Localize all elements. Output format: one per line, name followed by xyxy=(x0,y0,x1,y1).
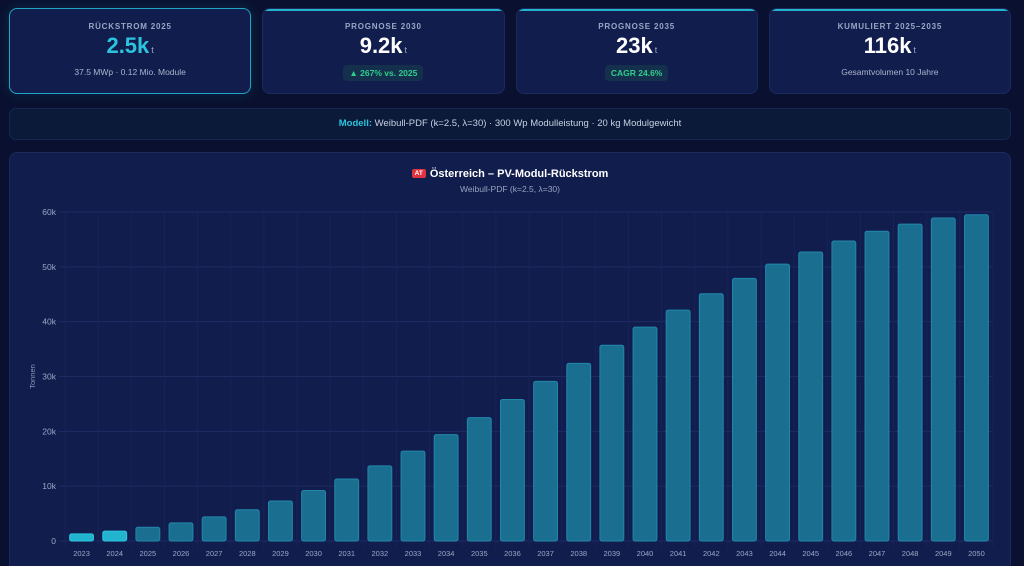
x-tick-label: 2023 xyxy=(73,549,90,558)
bar-2034 xyxy=(433,434,459,542)
kpi-growth-badge: ▲ 267% vs. 2025 xyxy=(343,65,424,81)
kpi-number: 116k xyxy=(863,33,912,58)
bar-2028 xyxy=(234,509,260,542)
x-tick-label: 2034 xyxy=(438,549,455,558)
x-tick-label: 2025 xyxy=(140,549,157,558)
x-tick-label: 2046 xyxy=(836,549,853,558)
x-tick-label: 2029 xyxy=(272,549,289,558)
kpi-row: RÜCKSTROM 2025 2.5k t 37.5 MWp · 0.12 Mio… xyxy=(9,8,1011,94)
bar-2033 xyxy=(400,450,426,542)
bar-2041 xyxy=(665,309,691,542)
bar-2027 xyxy=(201,516,227,542)
bar-2036 xyxy=(499,399,525,542)
x-tick-label: 2040 xyxy=(637,549,654,558)
bar-2038 xyxy=(566,362,592,542)
bar-2039 xyxy=(599,344,625,542)
x-tick-label: 2026 xyxy=(173,549,190,558)
x-tick-label: 2047 xyxy=(869,549,886,558)
bar-2023 xyxy=(69,533,95,542)
bar-2026 xyxy=(168,522,194,542)
y-axis-label: Tonnen xyxy=(28,364,37,389)
y-tick-label: 50k xyxy=(42,262,56,272)
x-tick-label: 2035 xyxy=(471,549,488,558)
bar-2042 xyxy=(698,293,724,542)
kpi-unit: t xyxy=(151,45,154,55)
kpi-label: KUMULIERT 2025–2035 xyxy=(837,22,943,31)
kpi-number: 2.5k xyxy=(106,33,150,58)
x-tick-label: 2031 xyxy=(338,549,355,558)
bar-2050 xyxy=(963,214,989,542)
chart-card: AT Österreich – PV-Modul-Rückstrom Weibul… xyxy=(9,152,1011,566)
y-tick-label: 20k xyxy=(42,426,56,436)
kpi-unit: t xyxy=(913,45,916,55)
x-tick-label: 2030 xyxy=(305,549,322,558)
bar-2046 xyxy=(831,240,857,542)
y-tick-label: 10k xyxy=(42,481,56,491)
model-key: Modell: xyxy=(338,118,372,129)
bar-2049 xyxy=(930,217,956,542)
kpi-card-rueckstrom-2025[interactable]: RÜCKSTROM 2025 2.5k t 37.5 MWp · 0.12 Mio… xyxy=(9,8,252,94)
bar-2044 xyxy=(765,263,791,542)
x-tick-label: 2044 xyxy=(769,549,786,558)
kpi-unit: t xyxy=(404,45,408,55)
kpi-card-prognose-2035[interactable]: PROGNOSE 2035 23k t CAGR 24.6% xyxy=(515,8,758,94)
x-tick-label: 2045 xyxy=(802,549,819,558)
kpi-label: RÜCKSTROM 2025 xyxy=(88,22,172,31)
bar-2048 xyxy=(897,223,923,542)
bar-2029 xyxy=(267,500,293,542)
x-tick-label: 2042 xyxy=(703,549,720,558)
kpi-value: 116k t xyxy=(770,34,1010,62)
kpi-value: 23k t xyxy=(517,34,757,62)
bar-2043 xyxy=(731,277,757,542)
kpi-label: PROGNOSE 2035 xyxy=(598,22,675,31)
x-tick-label: 2032 xyxy=(372,549,389,558)
x-tick-label: 2037 xyxy=(537,549,554,558)
y-tick-label: 30k xyxy=(42,372,56,382)
model-info-bar: Modell: Weibull-PDF (k=2.5, λ=30) · 300 … xyxy=(9,108,1011,140)
kpi-value: 9.2k t xyxy=(263,34,503,62)
bar-2035 xyxy=(466,417,492,542)
kpi-cagr-badge: CAGR 24.6% xyxy=(604,65,669,81)
chart-subtitle: Weibull-PDF (k=2.5, λ=30) xyxy=(460,184,560,194)
x-tick-label: 2048 xyxy=(902,549,919,558)
kpi-unit: t xyxy=(654,45,658,55)
kpi-number: 9.2k xyxy=(359,33,403,58)
model-description: Weibull-PDF (k=2.5, λ=30) · 300 Wp Modul… xyxy=(372,118,682,129)
bar-2047 xyxy=(864,230,890,542)
x-tick-label: 2043 xyxy=(736,549,753,558)
kpi-subtext: Gesamtvolumen 10 Jahre xyxy=(841,67,939,77)
bar-2037 xyxy=(533,380,559,542)
austria-flag-icon: AT xyxy=(411,169,426,178)
y-tick-label: 60k xyxy=(42,207,56,217)
x-tick-label: 2028 xyxy=(239,549,256,558)
chart-title-text: Österreich – PV-Modul-Rückstrom xyxy=(429,168,609,180)
kpi-card-prognose-2030[interactable]: PROGNOSE 2030 9.2k t ▲ 267% vs. 2025 xyxy=(262,8,505,94)
bar-2031 xyxy=(334,478,360,542)
y-tick-label: 0 xyxy=(51,536,56,546)
kpi-value: 2.5k t xyxy=(10,34,250,62)
x-tick-label: 2036 xyxy=(504,549,521,558)
bar-2040 xyxy=(632,326,658,542)
x-tick-label: 2041 xyxy=(670,549,687,558)
kpi-subtext: 37.5 MWp · 0.12 Mio. Module xyxy=(74,67,186,77)
bar-2030 xyxy=(301,490,327,542)
bar-2025 xyxy=(135,526,161,542)
bar-2032 xyxy=(367,465,393,542)
kpi-label: PROGNOSE 2030 xyxy=(345,22,422,31)
chart-title: AT Österreich – PV-Modul-Rückstrom xyxy=(10,168,1010,180)
bar-2024 xyxy=(102,530,128,542)
x-tick-label: 2024 xyxy=(106,549,123,558)
x-tick-label: 2049 xyxy=(935,549,952,558)
x-tick-label: 2033 xyxy=(405,549,422,558)
x-tick-label: 2050 xyxy=(968,549,985,558)
bar-chart: 0 10k 20k 30k 40k 50k 60k Tonnen 2023 2024 2025 202… xyxy=(28,207,994,558)
x-tick-label: 2039 xyxy=(604,549,621,558)
x-tick-label: 2038 xyxy=(570,549,587,558)
kpi-card-kumuliert[interactable]: KUMULIERT 2025–2035 116k t Gesamtvolumen … xyxy=(768,8,1011,94)
bar-2045 xyxy=(798,251,824,542)
y-tick-label: 40k xyxy=(42,317,56,327)
x-tick-label: 2027 xyxy=(206,549,223,558)
kpi-number: 23k xyxy=(616,33,653,58)
